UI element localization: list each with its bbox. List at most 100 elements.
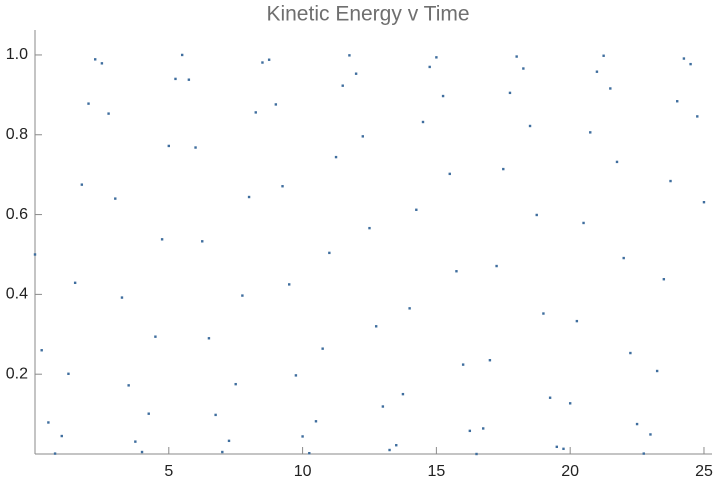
point bbox=[120, 296, 124, 299]
point bbox=[53, 452, 57, 455]
point bbox=[408, 307, 411, 310]
point bbox=[609, 87, 612, 90]
point bbox=[395, 444, 398, 447]
point bbox=[288, 283, 291, 286]
point bbox=[60, 434, 63, 438]
point bbox=[80, 183, 84, 186]
point bbox=[301, 435, 304, 438]
y-tick-label: 1.0 bbox=[6, 46, 28, 63]
point bbox=[602, 54, 605, 57]
point bbox=[180, 53, 184, 57]
point bbox=[582, 221, 585, 225]
y-tick-label: 0.4 bbox=[6, 286, 28, 303]
x-tick-label: 15 bbox=[427, 463, 445, 480]
point bbox=[254, 111, 257, 114]
point bbox=[635, 422, 639, 426]
point bbox=[341, 84, 344, 87]
point bbox=[187, 78, 191, 81]
y-tick-label: 0.6 bbox=[6, 206, 28, 223]
point bbox=[361, 135, 364, 138]
point bbox=[468, 429, 472, 433]
point bbox=[267, 58, 271, 61]
point bbox=[562, 447, 565, 451]
point bbox=[127, 384, 130, 387]
point bbox=[201, 240, 204, 243]
point bbox=[448, 172, 451, 176]
point bbox=[281, 185, 284, 188]
point bbox=[94, 58, 97, 61]
y-tick-label: 0.2 bbox=[6, 365, 28, 382]
point bbox=[682, 57, 686, 60]
point bbox=[508, 91, 512, 95]
point bbox=[455, 270, 458, 273]
point bbox=[622, 256, 625, 260]
point bbox=[227, 439, 231, 443]
point bbox=[33, 253, 37, 256]
point bbox=[495, 264, 498, 268]
point bbox=[642, 452, 645, 455]
point bbox=[334, 155, 338, 159]
point bbox=[214, 413, 217, 417]
point bbox=[114, 197, 117, 200]
point bbox=[194, 146, 197, 149]
point bbox=[475, 452, 478, 456]
point bbox=[689, 62, 692, 66]
y-tick-label: 0.8 bbox=[6, 126, 28, 143]
point bbox=[482, 427, 485, 430]
point bbox=[441, 94, 445, 98]
point bbox=[542, 312, 545, 315]
point bbox=[40, 349, 43, 352]
point bbox=[261, 61, 264, 64]
chart-title: Kinetic Energy v Time bbox=[266, 3, 469, 26]
point bbox=[207, 337, 211, 340]
point bbox=[167, 144, 170, 148]
point bbox=[328, 251, 331, 255]
point bbox=[428, 65, 431, 69]
point bbox=[662, 278, 666, 281]
x-tick-label: 20 bbox=[561, 463, 579, 480]
point bbox=[548, 396, 552, 399]
point bbox=[676, 100, 679, 103]
point bbox=[502, 167, 505, 171]
point bbox=[47, 421, 50, 424]
point bbox=[669, 179, 672, 183]
point bbox=[655, 369, 659, 373]
point bbox=[100, 62, 104, 65]
point bbox=[107, 112, 110, 115]
point bbox=[435, 56, 438, 59]
point bbox=[294, 374, 298, 377]
point bbox=[308, 452, 311, 455]
point bbox=[381, 405, 385, 408]
point bbox=[67, 372, 70, 375]
x-tick-label: 10 bbox=[294, 463, 312, 480]
point bbox=[374, 325, 378, 328]
point bbox=[649, 433, 652, 436]
point bbox=[348, 54, 351, 57]
point bbox=[368, 226, 371, 230]
point bbox=[488, 359, 492, 362]
x-tick-label: 25 bbox=[695, 463, 713, 480]
point bbox=[140, 450, 144, 454]
point bbox=[160, 238, 164, 241]
point bbox=[241, 294, 244, 297]
point bbox=[528, 124, 532, 128]
point bbox=[87, 102, 90, 105]
point bbox=[568, 402, 572, 405]
point bbox=[535, 213, 538, 217]
point bbox=[321, 347, 324, 350]
point bbox=[696, 115, 699, 118]
point bbox=[73, 281, 77, 285]
point bbox=[134, 440, 137, 443]
point bbox=[702, 201, 706, 204]
x-tick-label: 5 bbox=[164, 463, 173, 480]
point bbox=[154, 335, 157, 338]
point bbox=[421, 120, 425, 124]
point bbox=[221, 450, 224, 454]
point bbox=[354, 72, 358, 75]
point bbox=[415, 208, 418, 211]
point bbox=[274, 103, 278, 106]
point bbox=[595, 70, 599, 73]
point bbox=[589, 131, 592, 134]
point bbox=[515, 55, 518, 58]
